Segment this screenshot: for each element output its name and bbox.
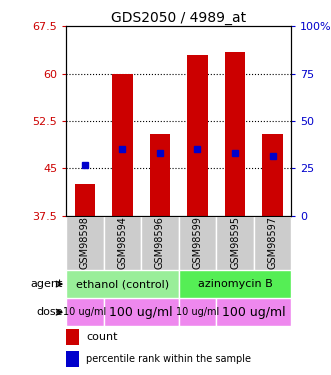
Text: GSM98599: GSM98599 [193, 216, 203, 269]
Bar [66, 270, 179, 298]
Bar [216, 298, 291, 326]
Text: 100 ug/ml: 100 ug/ml [110, 306, 173, 319]
Bar [179, 298, 216, 326]
Bar [104, 216, 141, 270]
Bar [141, 216, 179, 270]
Text: GSM98596: GSM98596 [155, 216, 165, 269]
Bar [104, 298, 179, 326]
Text: 10 ug/ml: 10 ug/ml [63, 307, 107, 317]
Bar [179, 216, 216, 270]
Text: dose: dose [36, 307, 63, 317]
Text: agent: agent [30, 279, 63, 289]
Bar [66, 329, 79, 345]
Bar [262, 134, 283, 216]
Text: GSM98595: GSM98595 [230, 216, 240, 269]
Bar [216, 216, 254, 270]
Bar [66, 351, 79, 367]
Bar [225, 51, 245, 216]
Text: 100 ug/ml: 100 ug/ml [222, 306, 286, 319]
Text: GSM98598: GSM98598 [80, 216, 90, 269]
Text: count: count [86, 332, 118, 342]
Bar [254, 216, 291, 270]
Text: azinomycin B: azinomycin B [198, 279, 272, 289]
Bar [179, 270, 291, 298]
Bar [112, 74, 133, 216]
Bar [150, 134, 170, 216]
Bar [66, 216, 104, 270]
Bar [66, 298, 104, 326]
Text: 10 ug/ml: 10 ug/ml [176, 307, 219, 317]
Bar [75, 184, 95, 216]
Bar [187, 55, 208, 216]
Text: GSM98597: GSM98597 [267, 216, 277, 269]
Text: GSM98594: GSM98594 [118, 216, 127, 269]
Text: ethanol (control): ethanol (control) [76, 279, 169, 289]
Title: GDS2050 / 4989_at: GDS2050 / 4989_at [111, 11, 246, 25]
Text: percentile rank within the sample: percentile rank within the sample [86, 354, 251, 364]
